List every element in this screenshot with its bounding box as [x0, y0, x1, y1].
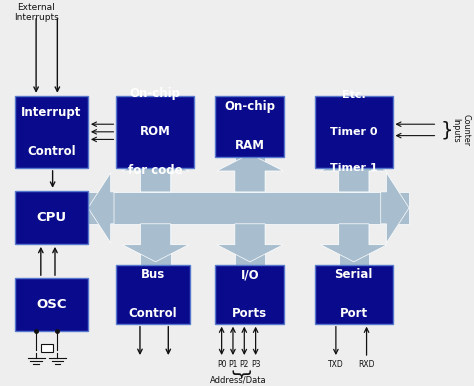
Text: }: } [440, 120, 453, 139]
Text: Ports: Ports [232, 307, 267, 320]
FancyBboxPatch shape [15, 278, 88, 331]
Text: Etc.: Etc. [342, 90, 365, 100]
FancyBboxPatch shape [15, 191, 88, 244]
Polygon shape [381, 173, 409, 243]
FancyBboxPatch shape [216, 265, 284, 324]
Text: Address/Data: Address/Data [210, 375, 267, 384]
Text: P2: P2 [240, 360, 249, 369]
Text: External
Interrupts: External Interrupts [14, 3, 58, 22]
Text: Bus: Bus [141, 268, 165, 281]
Bar [140, 224, 171, 265]
Text: ROM: ROM [140, 125, 171, 138]
Text: Timer 1: Timer 1 [330, 163, 377, 173]
Bar [88, 192, 409, 224]
Polygon shape [122, 224, 189, 262]
Polygon shape [88, 173, 114, 243]
Text: RXD: RXD [358, 360, 375, 369]
Bar [235, 224, 265, 265]
Text: On-chip: On-chip [130, 86, 181, 100]
Bar [339, 96, 369, 192]
Text: P1: P1 [228, 360, 237, 369]
FancyBboxPatch shape [315, 96, 392, 168]
Text: Port: Port [339, 307, 368, 320]
Polygon shape [320, 154, 387, 192]
Text: On-chip: On-chip [224, 100, 275, 113]
Text: Control: Control [27, 145, 76, 158]
Text: }: } [229, 369, 248, 382]
Bar [140, 96, 171, 192]
Text: OSC: OSC [36, 298, 67, 311]
Text: Timer 0: Timer 0 [330, 127, 377, 137]
FancyBboxPatch shape [15, 96, 88, 168]
Text: for code: for code [128, 164, 182, 177]
FancyBboxPatch shape [116, 265, 190, 324]
FancyBboxPatch shape [315, 265, 392, 324]
Text: TXD: TXD [328, 360, 344, 369]
Polygon shape [217, 224, 283, 262]
Text: RAM: RAM [235, 139, 264, 152]
Bar [41, 344, 53, 352]
Text: P0: P0 [217, 360, 227, 369]
Polygon shape [320, 224, 387, 262]
Text: Counter
Inputs: Counter Inputs [451, 114, 471, 146]
Text: Serial: Serial [334, 268, 373, 281]
Text: I/O: I/O [240, 268, 259, 281]
Bar [235, 96, 265, 192]
Text: CPU: CPU [36, 211, 66, 224]
Text: Interrupt: Interrupt [21, 106, 82, 119]
Polygon shape [122, 154, 189, 192]
Text: P3: P3 [251, 360, 260, 369]
Polygon shape [217, 154, 283, 192]
Text: Control: Control [128, 307, 177, 320]
Bar [339, 224, 369, 265]
FancyBboxPatch shape [116, 96, 194, 168]
FancyBboxPatch shape [216, 96, 284, 156]
